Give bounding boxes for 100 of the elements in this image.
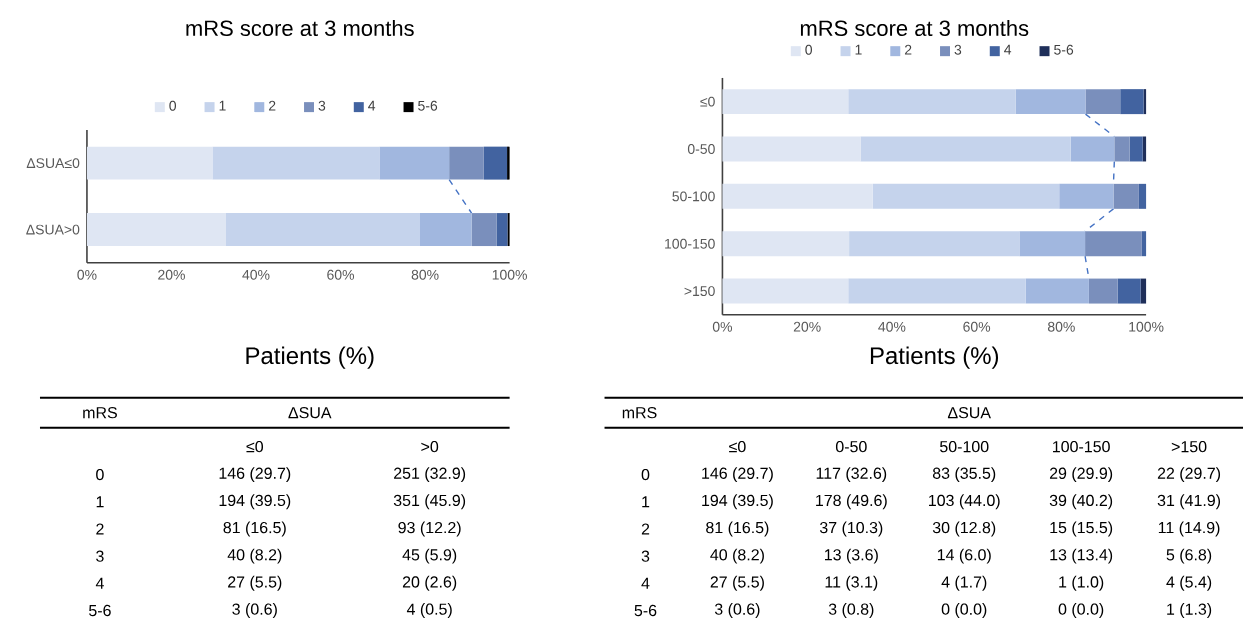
x-axis-title: Patients (%) xyxy=(246,346,374,370)
bar xyxy=(496,213,508,247)
text: 1 (1.0) xyxy=(1059,576,1104,591)
legend-label: 3 xyxy=(318,100,326,111)
legend-label: 4 xyxy=(1004,45,1012,55)
text: >0 xyxy=(421,441,439,453)
text: 14 (6.0) xyxy=(937,548,991,564)
text: ΔSUA xyxy=(947,407,991,419)
bar xyxy=(471,213,497,247)
text: 22 (29.7) xyxy=(1157,467,1221,483)
bar xyxy=(848,278,1026,304)
text: 194 (39.5) xyxy=(702,494,773,510)
text: 27 (5.5) xyxy=(228,576,282,591)
text: 4 xyxy=(641,578,650,590)
text: 93 (12.2) xyxy=(398,521,461,537)
text: 3 (0.6) xyxy=(714,603,760,619)
chart-title: mRS score at 3 months xyxy=(186,20,414,37)
bar xyxy=(86,146,213,180)
text: 27 (5.5) xyxy=(710,576,764,591)
bar xyxy=(860,136,1071,162)
text: 5-6 xyxy=(89,605,111,617)
text: 30 (12.8) xyxy=(932,521,996,537)
legend-label: 2 xyxy=(904,45,912,55)
bar xyxy=(1141,231,1147,257)
text: 0-50 xyxy=(835,441,867,453)
text: 5 (6.8) xyxy=(1166,548,1212,564)
x-tick-label: 80% xyxy=(1047,322,1075,332)
x-tick-label: 100% xyxy=(1129,322,1164,332)
bar xyxy=(1025,278,1089,304)
text: 83 (35.5) xyxy=(932,467,996,483)
legend-label: 4 xyxy=(368,101,376,111)
y-tick-label: ≤0 xyxy=(700,96,715,107)
text: 194 (39.5) xyxy=(219,494,291,510)
bar xyxy=(449,146,484,180)
bar xyxy=(1015,89,1086,115)
text: 0 xyxy=(96,469,104,481)
bar xyxy=(849,231,1020,257)
bar xyxy=(722,184,873,210)
bar xyxy=(722,278,849,304)
text: 2 xyxy=(641,523,650,535)
x-tick-label: 60% xyxy=(327,270,355,280)
text: 3 xyxy=(641,550,650,562)
text: 40 (8.2) xyxy=(710,548,764,564)
text: 31 (41.9) xyxy=(1157,494,1221,510)
legend-label: 0 xyxy=(805,45,813,55)
bar xyxy=(1117,278,1141,304)
x-tick-label: 80% xyxy=(411,270,439,280)
text: 50-100 xyxy=(939,441,989,453)
legend-label: 1 xyxy=(219,101,226,111)
text: 40 (8.2) xyxy=(227,548,282,564)
text: 1 xyxy=(642,496,650,508)
bar xyxy=(1120,89,1144,115)
bar xyxy=(86,213,226,247)
text: 11 (14.9) xyxy=(1158,521,1220,537)
text: 3 (0.6) xyxy=(232,603,277,619)
x-tick-label: 20% xyxy=(793,322,821,332)
bar xyxy=(848,89,1016,115)
bar xyxy=(1140,278,1147,304)
text: 3 (0.8) xyxy=(828,603,874,619)
text: 11 (3.1) xyxy=(825,576,878,591)
text: 117 (32.6) xyxy=(816,467,887,483)
text: 4 (0.5) xyxy=(406,603,452,619)
text: 13 (3.6) xyxy=(825,548,878,564)
text: 3 xyxy=(96,550,104,562)
y-tick-label: ΔSUA≤0 xyxy=(26,158,80,169)
bar xyxy=(1138,184,1147,210)
x-tick-label: 40% xyxy=(878,322,906,332)
text: 146 (29.7) xyxy=(219,467,291,483)
text: 81 (16.5) xyxy=(223,521,286,537)
bar xyxy=(1085,231,1142,257)
x-tick-label: 0% xyxy=(77,270,97,280)
text: mRS xyxy=(622,407,657,419)
y-tick-label: 0-50 xyxy=(687,144,715,155)
text: 81 (16.5) xyxy=(706,521,769,537)
y-tick-label: 50-100 xyxy=(672,191,715,202)
text: 15 (15.5) xyxy=(1050,521,1113,537)
text: 13 (13.4) xyxy=(1050,548,1113,564)
text: 5-6 xyxy=(634,605,657,617)
text: 146 (29.7) xyxy=(702,467,773,483)
text: 20 (2.6) xyxy=(402,576,457,591)
text: 4 xyxy=(95,578,104,590)
text: 39 (40.2) xyxy=(1049,494,1113,510)
bar xyxy=(420,213,472,247)
text: 4 (5.4) xyxy=(1166,576,1212,591)
text: 103 (44.0) xyxy=(929,494,1000,510)
text: >150 xyxy=(1171,441,1207,453)
text: 178 (49.6) xyxy=(816,494,887,510)
text: mRS xyxy=(83,407,117,419)
chart-title: mRS score at 3 months xyxy=(800,20,1029,37)
text: 0 (0.0) xyxy=(941,603,987,619)
text: 100-150 xyxy=(1053,441,1110,453)
text: ≤0 xyxy=(246,441,264,453)
bar xyxy=(1114,136,1130,162)
bar xyxy=(1113,184,1139,210)
bar xyxy=(1129,136,1143,162)
bar xyxy=(507,146,510,180)
legend-label: 5-6 xyxy=(418,100,438,111)
y-tick-label: 100-150 xyxy=(665,238,715,249)
text: 0 (0.0) xyxy=(1058,603,1104,619)
bar xyxy=(722,231,850,257)
